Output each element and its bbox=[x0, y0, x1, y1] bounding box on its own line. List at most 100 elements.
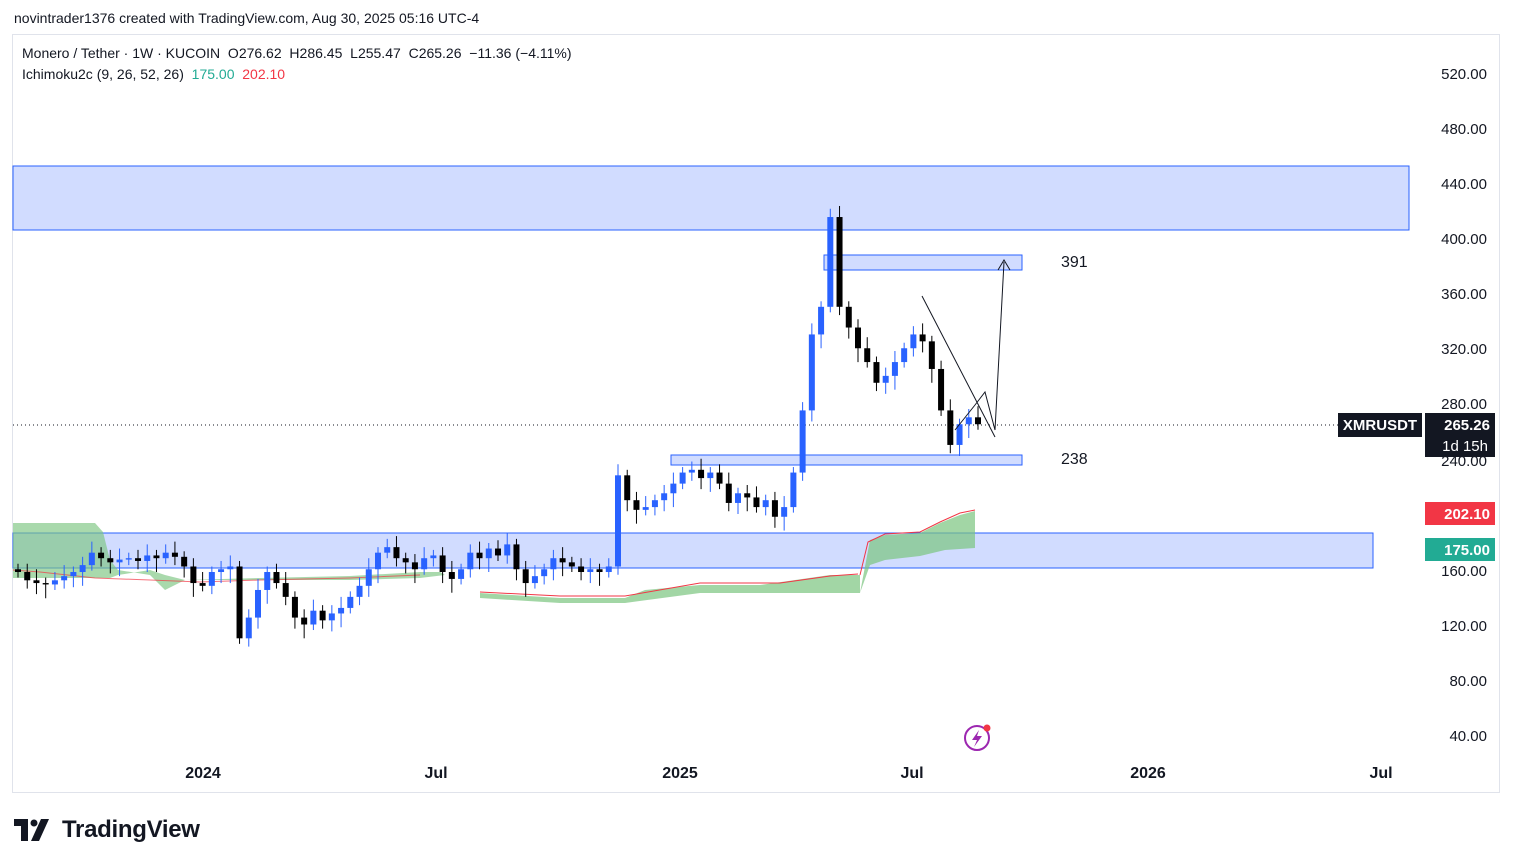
pattern-drawing[interactable] bbox=[921, 259, 1011, 438]
candle-body bbox=[864, 348, 871, 363]
lightning-icon[interactable] bbox=[964, 724, 991, 751]
legend-high: 286.45 bbox=[299, 45, 343, 61]
candle-body bbox=[596, 569, 603, 573]
candle-body bbox=[319, 610, 326, 621]
legend-symbol[interactable]: Monero / Tether · 1W · KUCOIN bbox=[22, 45, 221, 61]
legend-low-label: L bbox=[350, 45, 358, 61]
candle-body bbox=[845, 306, 852, 328]
candle-body bbox=[153, 555, 160, 559]
candle-body bbox=[919, 334, 926, 342]
tradingview-logo-icon bbox=[14, 819, 49, 841]
candle-body bbox=[218, 569, 225, 573]
candle-body bbox=[208, 572, 215, 586]
lower-demand-zone[interactable] bbox=[12, 532, 1374, 569]
target-zone[interactable] bbox=[823, 254, 1023, 271]
candle-body bbox=[698, 469, 705, 479]
candle-body bbox=[522, 569, 529, 584]
candle-body bbox=[24, 572, 31, 581]
upper-supply-zone[interactable] bbox=[12, 165, 1410, 231]
candle-body bbox=[910, 334, 917, 349]
candle-body bbox=[827, 217, 834, 307]
candle-body bbox=[550, 558, 557, 570]
cloud-top-badge: 202.10 bbox=[1425, 502, 1495, 525]
legend-symbol-row: Monero / Tether · 1W · KUCOIN O276.62 H2… bbox=[22, 45, 572, 61]
legend-close-label: C bbox=[408, 45, 419, 61]
brand-logo[interactable]: TradingView bbox=[14, 816, 200, 844]
price-scale[interactable]: 520.00 480.00 440.00 400.00 360.00 320.0… bbox=[1441, 66, 1487, 745]
candle-body bbox=[873, 362, 880, 383]
candle-body bbox=[965, 417, 972, 425]
price-tick: 440.00 bbox=[1441, 176, 1487, 193]
candle-body bbox=[476, 552, 483, 559]
candle-body bbox=[633, 500, 640, 510]
legend-low: 255.47 bbox=[357, 45, 401, 61]
candle-body bbox=[485, 548, 492, 559]
candle-body bbox=[430, 555, 437, 559]
candle-body bbox=[144, 555, 151, 561]
candle-body bbox=[328, 613, 335, 621]
candle-body bbox=[70, 572, 77, 577]
lower-level-label: 238 bbox=[1061, 451, 1088, 468]
time-tick: Jul bbox=[900, 765, 923, 782]
candle-body bbox=[688, 469, 695, 473]
candle-body bbox=[781, 507, 788, 517]
svg-text:XMRUSDT: XMRUSDT bbox=[1343, 417, 1417, 434]
candle-body bbox=[393, 547, 400, 559]
last-price-badge: 265.26 1d 15h bbox=[1425, 413, 1495, 457]
legend-high-label: H bbox=[289, 45, 300, 61]
candle-body bbox=[181, 556, 188, 567]
candle-body bbox=[495, 548, 501, 556]
legend-indicator-name[interactable]: Ichimoku2c (9, 26, 52, 26) bbox=[22, 66, 184, 82]
candle-body bbox=[716, 472, 723, 484]
candle-body bbox=[901, 348, 908, 363]
candle-body bbox=[956, 424, 963, 445]
legend-change: −11.36 (−4.11%) bbox=[469, 45, 572, 61]
candle-body bbox=[245, 617, 252, 639]
legend-indicator-value-1: 175.00 bbox=[191, 66, 235, 82]
candle-body bbox=[42, 583, 49, 585]
svg-text:202.10: 202.10 bbox=[1444, 506, 1490, 523]
candle-body bbox=[338, 607, 345, 614]
candle-body bbox=[402, 558, 409, 563]
price-tick: 120.00 bbox=[1441, 618, 1487, 635]
candle-body bbox=[661, 493, 668, 501]
candle-body bbox=[513, 544, 520, 570]
candle-body bbox=[762, 500, 769, 508]
support-zone[interactable] bbox=[670, 454, 1023, 466]
candle-body bbox=[531, 576, 538, 584]
candle-body bbox=[836, 217, 843, 307]
candle-body bbox=[605, 566, 612, 573]
time-tick: 2026 bbox=[1130, 765, 1166, 782]
candle-body bbox=[273, 572, 280, 584]
svg-text:265.26: 265.26 bbox=[1444, 417, 1490, 434]
candle-body bbox=[947, 410, 954, 445]
candle-body bbox=[61, 576, 68, 581]
candle-body bbox=[190, 566, 197, 584]
candle-body bbox=[116, 559, 123, 563]
candle-body bbox=[559, 558, 566, 563]
candle-body bbox=[199, 583, 206, 586]
candle-body bbox=[236, 566, 243, 639]
candle-body bbox=[790, 472, 797, 508]
candle-body bbox=[98, 552, 105, 559]
candle-body bbox=[568, 562, 575, 567]
candle-body bbox=[642, 507, 649, 510]
price-tick: 80.00 bbox=[1449, 673, 1487, 690]
candle-body bbox=[735, 493, 741, 503]
brand-name: TradingView bbox=[62, 816, 200, 843]
time-tick: Jul bbox=[1369, 765, 1392, 782]
candle-body bbox=[88, 552, 95, 566]
candle-body bbox=[384, 547, 391, 553]
candle-body bbox=[467, 552, 474, 570]
candle-body bbox=[679, 472, 686, 484]
price-tick: 280.00 bbox=[1441, 396, 1487, 413]
candle-body bbox=[670, 483, 677, 494]
candle-body bbox=[365, 569, 372, 586]
candle-body bbox=[458, 569, 465, 579]
candle-body bbox=[938, 368, 945, 411]
time-scale[interactable]: 2024 Jul 2025 Jul 2026 Jul bbox=[185, 765, 1392, 782]
legend-open: 276.62 bbox=[238, 45, 282, 61]
candle-body bbox=[301, 617, 308, 625]
time-tick: 2024 bbox=[185, 765, 221, 782]
